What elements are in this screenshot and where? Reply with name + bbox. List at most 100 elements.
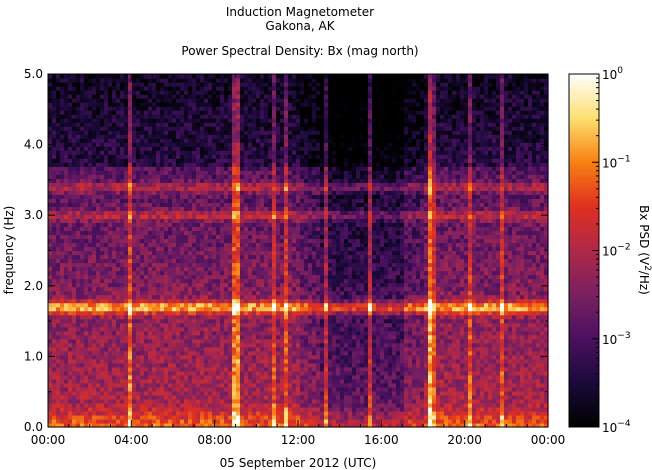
- heatmap-cell: [176, 182, 181, 187]
- heatmap-cell: [108, 278, 113, 284]
- heatmap-cell: [184, 166, 189, 171]
- heatmap-cell: [204, 162, 209, 167]
- heatmap-cell: [56, 290, 61, 296]
- heatmap-cell: [184, 410, 189, 416]
- heatmap-cell: [172, 206, 177, 211]
- heatmap-cell: [60, 82, 65, 87]
- heatmap-cell: [184, 266, 189, 272]
- heatmap-cell: [148, 318, 153, 324]
- heatmap-cell: [68, 110, 73, 115]
- heatmap-cell: [252, 382, 257, 388]
- heatmap-cell: [116, 174, 121, 179]
- heatmap-cell: [136, 122, 141, 127]
- heatmap-cell: [152, 138, 157, 143]
- heatmap-cell: [256, 342, 261, 348]
- heatmap-cell: [232, 158, 237, 163]
- heatmap-cell: [52, 114, 57, 119]
- heatmap-cell: [48, 206, 53, 211]
- heatmap-cell: [252, 322, 257, 328]
- heatmap-cell: [140, 278, 145, 284]
- heatmap-cell: [116, 298, 121, 304]
- heatmap-cell: [264, 234, 269, 240]
- heatmap-cell: [172, 166, 177, 171]
- heatmap-cell: [180, 266, 185, 272]
- heatmap-cell: [76, 366, 81, 372]
- heatmap-cell: [260, 78, 265, 83]
- heatmap-cell: [196, 358, 201, 364]
- heatmap-cell: [272, 298, 277, 304]
- heatmap-cell: [124, 318, 129, 324]
- heatmap-cell: [148, 74, 153, 79]
- heatmap-cell: [264, 358, 269, 364]
- heatmap-cell: [52, 74, 57, 79]
- heatmap-cell: [200, 246, 205, 252]
- heatmap-cell: [172, 278, 177, 284]
- heatmap-cell: [88, 274, 93, 280]
- heatmap-cell: [56, 206, 61, 211]
- heatmap-cell: [144, 418, 149, 424]
- heatmap-cell: [200, 310, 205, 316]
- heatmap-cell: [212, 390, 217, 396]
- heatmap-cell: [196, 174, 201, 179]
- heatmap-cell: [136, 194, 141, 199]
- heatmap-cell: [212, 322, 217, 328]
- heatmap-cell: [220, 338, 225, 344]
- heatmap-cell: [132, 286, 137, 292]
- heatmap-cell: [152, 78, 157, 83]
- heatmap-cell: [212, 294, 217, 300]
- heatmap-cell: [208, 274, 213, 280]
- heatmap-cell: [212, 154, 217, 159]
- heatmap-cell: [56, 286, 61, 292]
- heatmap-cell: [48, 242, 53, 248]
- heatmap-cell: [80, 150, 85, 155]
- heatmap-cell: [52, 418, 57, 424]
- heatmap-cell: [52, 318, 57, 324]
- heatmap-cell: [168, 130, 173, 135]
- heatmap-cell: [260, 154, 265, 159]
- heatmap-cell: [172, 90, 177, 95]
- heatmap-cell: [112, 386, 117, 392]
- heatmap-cell: [120, 198, 125, 203]
- heatmap-cell: [260, 194, 265, 199]
- heatmap-cell: [184, 182, 189, 187]
- heatmap-cell: [264, 310, 269, 316]
- heatmap-cell: [112, 114, 117, 119]
- heatmap-cell: [48, 386, 53, 392]
- heatmap-cell: [212, 382, 217, 388]
- heatmap-cell: [212, 118, 217, 123]
- heatmap-cell: [112, 278, 117, 284]
- heatmap-cell: [56, 230, 61, 236]
- heatmap-cell: [56, 294, 61, 300]
- heatmap-cell: [216, 302, 221, 308]
- heatmap-cell: [88, 118, 93, 123]
- heatmap-cell: [124, 294, 129, 300]
- heatmap-cell: [196, 334, 201, 340]
- heatmap-cell: [236, 78, 241, 83]
- heatmap-cell: [192, 286, 197, 292]
- heatmap-cell: [200, 234, 205, 240]
- heatmap-cell: [224, 326, 229, 332]
- heatmap-cell: [160, 234, 165, 240]
- heatmap-cell: [260, 310, 265, 316]
- heatmap-cell: [72, 226, 77, 232]
- heatmap-cell: [112, 406, 117, 412]
- heatmap-cell: [240, 366, 245, 372]
- heatmap-cell: [120, 102, 125, 107]
- heatmap-cell: [200, 222, 205, 228]
- heatmap-cell: [124, 218, 129, 224]
- heatmap-cell: [272, 382, 277, 388]
- heatmap-cell: [256, 146, 261, 151]
- heatmap-cell: [132, 226, 137, 232]
- heatmap-cell: [212, 270, 217, 276]
- heatmap-cell: [248, 382, 253, 388]
- heatmap-cell: [48, 234, 53, 240]
- heatmap-cell: [160, 318, 165, 324]
- heatmap-cell: [152, 154, 157, 159]
- heatmap-cell: [56, 134, 61, 139]
- heatmap-cell: [232, 290, 237, 296]
- heatmap-cell: [100, 114, 105, 119]
- heatmap-cell: [96, 250, 101, 256]
- heatmap-cell: [128, 318, 133, 324]
- heatmap-cell: [164, 210, 169, 215]
- heatmap-cell: [256, 398, 261, 404]
